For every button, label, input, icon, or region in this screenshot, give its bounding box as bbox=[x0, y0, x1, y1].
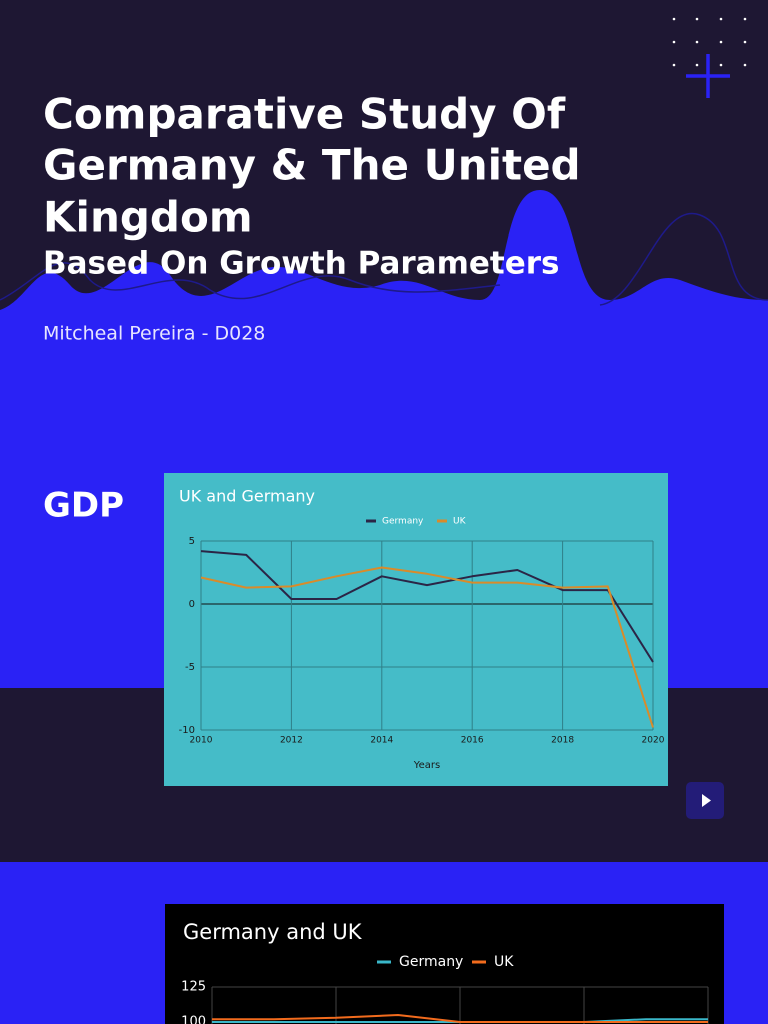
legend-label: Germany bbox=[382, 517, 424, 527]
chart-panel bbox=[164, 473, 668, 786]
y-tick-label: -10 bbox=[179, 725, 195, 736]
chart-title: Germany and UK bbox=[183, 920, 363, 944]
y-tick-label: 5 bbox=[189, 536, 195, 547]
section-label: GDP bbox=[43, 486, 124, 526]
y-tick-label: 100 bbox=[181, 1015, 206, 1024]
subtitle: Based On Growth Parameters bbox=[43, 246, 560, 282]
legend-label: Germany bbox=[399, 954, 463, 970]
y-tick-label: 125 bbox=[181, 980, 206, 995]
x-tick-label: 2020 bbox=[642, 736, 665, 746]
x-axis-label: Years bbox=[413, 760, 440, 771]
series-line bbox=[200, 550, 654, 663]
series-line bbox=[212, 1014, 708, 1023]
charts: UK and Germany -10 -5 0 5 2010 2012 2014 2016 201… bbox=[179, 487, 709, 1024]
y-tick-label: -5 bbox=[185, 662, 195, 673]
title-line: Kingdom bbox=[43, 193, 253, 242]
x-tick-label: 2018 bbox=[551, 736, 574, 746]
x-tick-label: 2016 bbox=[461, 736, 484, 746]
dot-grid bbox=[672, 17, 747, 67]
wave-line bbox=[0, 212, 768, 306]
title-line: Germany & The United bbox=[43, 141, 581, 190]
play-icon bbox=[702, 794, 711, 807]
chart-title: UK and Germany bbox=[179, 487, 315, 506]
x-tick-label: 2010 bbox=[190, 736, 213, 746]
legend-label: UK bbox=[453, 517, 467, 527]
x-tick-label: 2012 bbox=[280, 736, 303, 746]
plus-icon bbox=[686, 54, 730, 98]
chart-panel bbox=[165, 904, 724, 1024]
legend-label: UK bbox=[494, 954, 514, 970]
author: Mitcheal Pereira - D028 bbox=[43, 323, 265, 345]
title-line: Comparative Study Of bbox=[43, 90, 566, 139]
y-tick-label: 0 bbox=[189, 599, 195, 610]
series-line bbox=[200, 566, 654, 728]
x-tick-label: 2014 bbox=[370, 736, 393, 746]
